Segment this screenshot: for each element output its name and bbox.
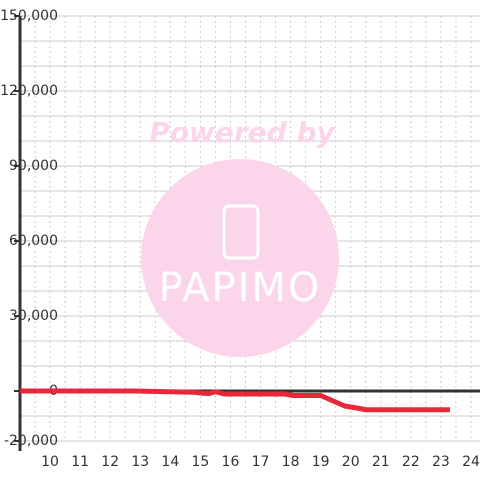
x-tick-label: 10	[41, 454, 59, 470]
x-tick-label: 22	[402, 454, 420, 470]
x-tick-label: 19	[312, 454, 330, 470]
x-tick-label: 16	[222, 454, 240, 470]
y-tick-label: 120,000	[0, 83, 58, 99]
y-tick-label: 60,000	[9, 233, 58, 249]
data-line	[20, 388, 450, 413]
x-tick-label: 18	[282, 454, 300, 470]
x-tick-label: 17	[252, 454, 270, 470]
x-tick-label: 11	[71, 454, 89, 470]
watermark-logo: PAPIMO	[159, 265, 322, 311]
y-tick-label: 30,000	[9, 308, 58, 324]
x-tick-label: 20	[342, 454, 360, 470]
watermark: Powered by PAPIMO	[141, 116, 339, 357]
x-tick-label: 14	[161, 454, 179, 470]
x-tick-label: 21	[372, 454, 390, 470]
x-tick-label: 12	[101, 454, 119, 470]
x-tick-label: 24	[462, 454, 480, 470]
watermark-phone	[222, 204, 260, 260]
y-tick-label: 150,000	[0, 8, 58, 24]
x-tick-label: 15	[191, 454, 209, 470]
x-tick-label: 13	[131, 454, 149, 470]
x-tick-label: 23	[432, 454, 450, 470]
y-tick-label: -20,000	[4, 433, 58, 449]
y-tick-label: 90,000	[9, 158, 58, 174]
watermark-text: Powered by	[149, 116, 336, 149]
